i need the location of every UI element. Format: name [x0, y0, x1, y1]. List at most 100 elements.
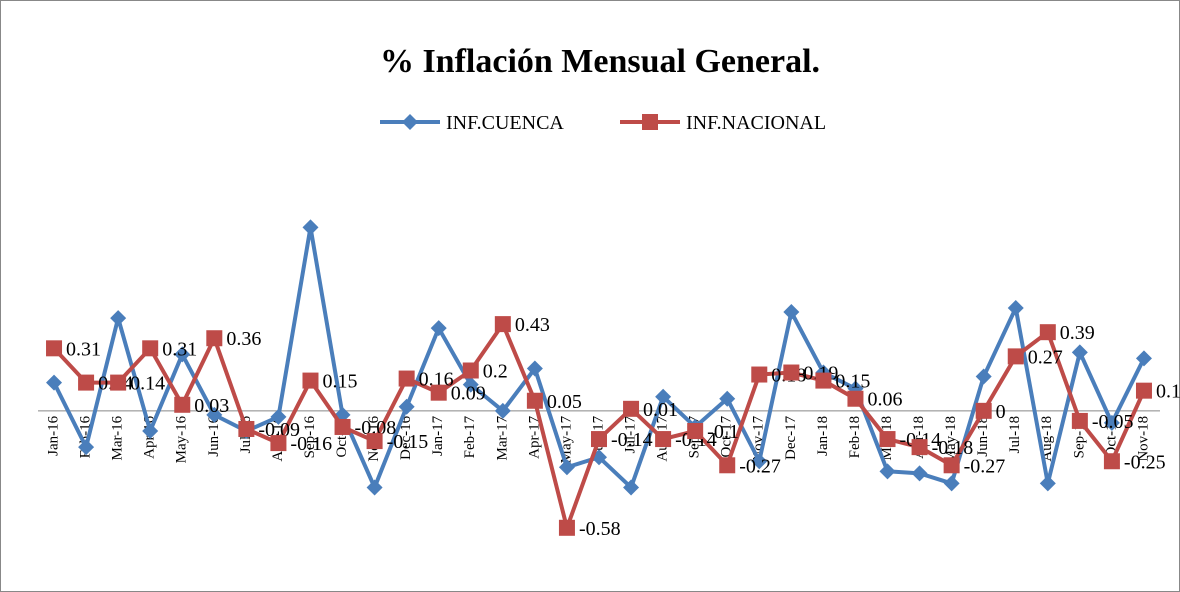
marker — [1007, 299, 1024, 316]
x-tick-label: Jan-16 — [45, 415, 61, 455]
x-tick-label: Jun-16 — [206, 415, 222, 456]
marker — [110, 374, 127, 391]
data-label: 0.31 — [66, 338, 101, 360]
marker — [430, 320, 447, 337]
marker — [238, 420, 255, 437]
data-label: 0.14 — [130, 373, 165, 395]
data-label: -0.25 — [1124, 451, 1166, 473]
marker — [642, 114, 658, 130]
marker — [719, 457, 736, 474]
marker — [402, 114, 418, 130]
marker — [623, 400, 640, 417]
marker — [591, 431, 607, 448]
marker — [623, 479, 640, 496]
marker — [142, 423, 159, 439]
marker — [783, 304, 800, 321]
data-label: 0.03 — [194, 395, 229, 417]
x-tick-label: Jul-17 — [622, 415, 638, 453]
x-tick-label: Apr-17 — [526, 415, 542, 459]
marker — [110, 310, 127, 327]
marker — [78, 439, 95, 456]
data-label: 0.06 — [867, 389, 902, 411]
data-label: 0.01 — [643, 399, 678, 421]
marker — [1103, 453, 1120, 470]
legend-label: INF.CUENCA — [446, 112, 564, 134]
data-label: 0.39 — [1060, 322, 1095, 344]
x-tick-label: Sep-16 — [302, 415, 318, 458]
marker — [879, 431, 896, 448]
data-label: -0.18 — [932, 437, 974, 459]
marker — [1071, 344, 1088, 361]
marker — [462, 362, 479, 379]
x-tick-label: Dec-17 — [783, 415, 799, 460]
marker — [462, 376, 479, 393]
data-label: 0.09 — [451, 383, 486, 405]
marker — [366, 479, 383, 496]
data-label: 0.1 — [1156, 381, 1180, 403]
data-label: 0.15 — [322, 371, 357, 393]
marker — [430, 384, 447, 401]
marker — [1039, 324, 1056, 341]
data-label: 0.2 — [483, 361, 508, 383]
marker — [142, 340, 159, 357]
marker — [558, 459, 575, 476]
marker — [1135, 382, 1152, 399]
marker — [398, 398, 415, 415]
marker — [911, 439, 928, 456]
x-tick-label: Jan-18 — [815, 416, 831, 456]
marker — [270, 408, 287, 425]
data-label: 0 — [996, 401, 1006, 423]
x-tick-label: Oct-17 — [719, 415, 735, 457]
data-label: -0.1 — [707, 421, 739, 443]
data-label: -0.16 — [290, 433, 332, 455]
x-tick-label: Mar-17 — [494, 415, 510, 460]
data-label: -0.14 — [611, 429, 653, 451]
marker — [206, 330, 223, 347]
marker — [751, 366, 768, 383]
marker — [78, 374, 95, 391]
marker — [879, 463, 896, 480]
marker — [494, 316, 511, 333]
marker — [719, 390, 736, 407]
data-label: 0.36 — [226, 328, 261, 350]
marker — [366, 433, 383, 450]
marker — [655, 431, 672, 448]
marker — [174, 346, 191, 363]
data-label: -0.27 — [964, 455, 1006, 477]
marker — [46, 374, 63, 391]
x-tick-label: Dec-16 — [398, 415, 414, 460]
marker — [270, 435, 287, 452]
marker — [398, 370, 415, 387]
marker — [334, 418, 351, 435]
data-label: 0.05 — [547, 391, 582, 413]
marker — [847, 390, 864, 407]
marker — [526, 392, 543, 409]
data-label: -0.27 — [739, 455, 781, 477]
marker — [494, 402, 511, 419]
data-label: 0.27 — [1028, 346, 1063, 368]
marker — [558, 519, 575, 536]
data-label: 0.31 — [162, 338, 197, 360]
data-label: -0.14 — [675, 429, 717, 451]
x-tick-label: Jun-18 — [975, 416, 991, 457]
data-label: -0.09 — [258, 419, 300, 441]
marker — [1071, 412, 1088, 429]
data-label: -0.05 — [1092, 411, 1134, 433]
x-tick-label: Feb-17 — [462, 415, 478, 458]
marker — [943, 475, 960, 492]
marker — [655, 388, 672, 405]
data-label: 0.43 — [515, 314, 550, 336]
legend-label: INF.NACIONAL — [686, 112, 826, 134]
x-tick-label: Jul-18 — [1007, 416, 1023, 454]
marker — [1039, 475, 1056, 492]
data-label: -0.15 — [387, 431, 429, 453]
x-tick-label: May-16 — [174, 415, 190, 463]
x-tick-label: Mar-16 — [110, 415, 126, 460]
x-tick-label: Nov-18 — [1135, 416, 1151, 462]
marker — [526, 360, 543, 377]
data-label: 0.15 — [835, 371, 870, 393]
marker — [783, 364, 800, 381]
marker — [815, 372, 832, 389]
